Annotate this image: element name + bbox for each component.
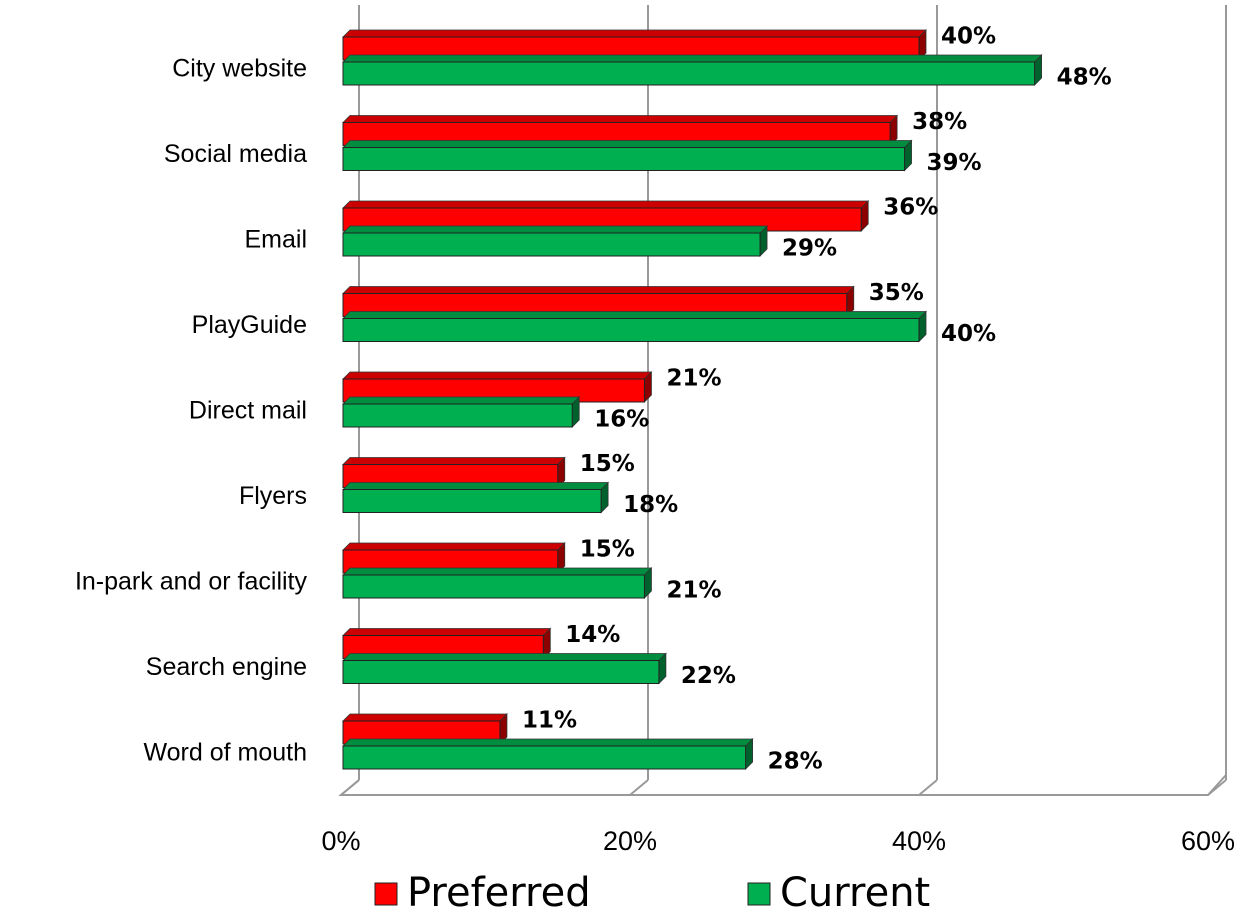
bar-top [342,225,769,234]
legend-swatch [374,882,398,906]
data-label: 40% [941,24,996,50]
x-tick-label: 0% [321,826,360,856]
legend-label: Current [780,870,930,916]
bar [342,147,906,171]
bar-top [342,311,927,319]
category-label: Direct mail [189,397,307,425]
data-label: 21% [666,366,721,392]
x-tick-label: 60% [1181,826,1235,856]
data-label: 14% [565,622,620,648]
bar [342,660,660,684]
category-label: Social media [164,140,307,168]
bar-top [342,396,581,405]
grid-foot [918,779,938,796]
bar-top [342,457,566,465]
bar [342,318,920,342]
data-label: 35% [869,280,924,306]
category-label: City website [172,55,307,83]
data-label: 15% [580,537,635,563]
category-label: Word of mouth [143,739,307,767]
x-tick-label: 20% [603,826,657,856]
bar-top [342,200,870,209]
bar [342,745,747,770]
bar-top [342,286,855,294]
category-label: PlayGuide [192,311,307,339]
bar-top [342,738,754,747]
data-label: 18% [623,492,678,518]
legend-swatch [747,882,771,906]
data-label: 28% [768,749,823,775]
category-label: Email [244,226,307,254]
grid-foot [1207,779,1227,796]
data-label: 39% [927,150,982,176]
grid-foot [629,779,649,796]
bar-top [342,140,913,148]
bar-top [342,567,653,576]
data-label: 22% [681,663,736,689]
legend-label: Preferred [407,870,591,916]
data-label: 21% [666,578,721,604]
data-label: 40% [941,321,996,347]
bar-top [342,29,927,38]
category-label: Search engine [146,653,307,681]
bar [342,61,1036,86]
bar-top [342,628,552,636]
bar [342,489,602,513]
data-label: 29% [782,236,837,262]
bar [342,232,761,257]
floor [338,774,1227,796]
data-label: 48% [1057,65,1112,91]
x-tick-label: 40% [892,826,946,856]
bar-top [342,542,566,551]
data-label: 16% [594,407,649,433]
bar-top [342,371,653,380]
data-label: 11% [522,708,577,734]
bar-top [342,54,1043,63]
data-label: 38% [912,109,967,135]
bar-top [342,653,667,661]
category-label: In-park and or facility [75,568,308,596]
bar-top [342,713,508,722]
data-label: 15% [580,451,635,477]
category-label: Flyers [239,482,307,510]
bar [342,574,645,599]
bar-top [342,482,610,490]
bar [342,403,573,428]
data-label: 36% [883,195,938,221]
grid-foot [340,779,360,796]
bar-top [342,115,899,123]
